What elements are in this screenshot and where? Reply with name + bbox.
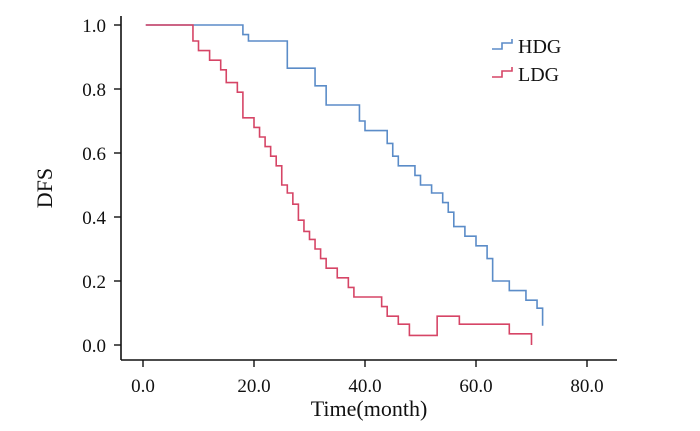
x-tick-label: 0.0 <box>131 376 155 397</box>
x-tick-label: 20.0 <box>237 376 270 397</box>
x-axis-ticks: 0.0 20.0 40.0 60.0 80.0 <box>131 360 604 397</box>
x-tick-label: 40.0 <box>348 376 381 397</box>
y-tick-label: 0.4 <box>82 208 106 229</box>
series-line-hdg <box>145 24 544 326</box>
legend-label-hdg: HDG <box>518 36 561 58</box>
series-line-ldg <box>145 24 533 345</box>
legend: HDG LDG <box>492 36 561 86</box>
y-tick-label: 1.0 <box>82 16 106 37</box>
legend-swatch-hdg <box>492 39 513 50</box>
series-lines <box>145 24 544 345</box>
y-tick-label: 0.2 <box>82 272 106 293</box>
y-tick-label: 0.6 <box>82 144 106 165</box>
x-tick-label: 80.0 <box>570 376 603 397</box>
x-tick-label: 60.0 <box>459 376 492 397</box>
x-axis-label: Time(month) <box>311 396 428 421</box>
y-axis-ticks: 0.0 0.2 0.4 0.6 0.8 1.0 <box>82 16 121 357</box>
legend-swatch-ldg <box>492 67 513 78</box>
y-tick-label: 0.8 <box>82 80 106 101</box>
y-tick-label: 0.0 <box>82 336 106 357</box>
y-axis-label: DFS <box>32 168 57 208</box>
legend-label-ldg: LDG <box>518 64 559 86</box>
